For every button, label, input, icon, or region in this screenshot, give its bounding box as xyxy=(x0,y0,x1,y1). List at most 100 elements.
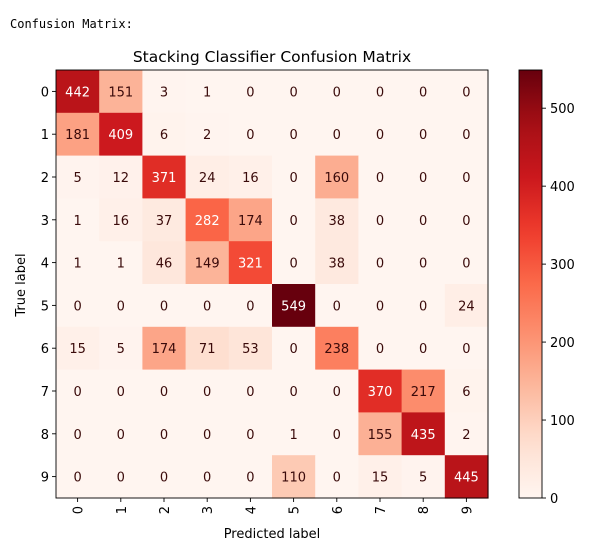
heatmap-cell xyxy=(358,155,403,199)
x-tick-label: 8 xyxy=(417,506,432,514)
heatmap-cell xyxy=(228,455,273,499)
cell-value-label: 2 xyxy=(462,428,470,443)
cell-value-label: 151 xyxy=(108,85,133,100)
cell-value-label: 0 xyxy=(333,128,341,143)
heatmap-cell xyxy=(185,369,230,413)
heatmap-cell xyxy=(142,326,187,371)
cell-value-label: 0 xyxy=(289,257,297,272)
cell-value-label: 0 xyxy=(419,342,427,357)
heatmap-cell xyxy=(358,326,403,371)
cell-value-label: 6 xyxy=(160,128,168,143)
colorbar xyxy=(518,69,543,499)
cell-value-label: 0 xyxy=(289,214,297,229)
heatmap-cell xyxy=(185,412,230,456)
cell-value-label: 0 xyxy=(333,299,341,314)
y-tick-label: 0 xyxy=(41,85,49,100)
cell-value-label: 1 xyxy=(73,257,81,272)
heatmap-cell xyxy=(56,155,100,199)
cell-value-label: 217 xyxy=(411,385,436,400)
heatmap-cell xyxy=(185,284,230,328)
heatmap-cell xyxy=(444,284,489,328)
heatmap-cell xyxy=(185,241,230,285)
y-tick-label: 4 xyxy=(41,257,49,272)
cell-value-label: 371 xyxy=(152,171,177,186)
heatmap-cell xyxy=(142,369,187,413)
cell-value-label: 0 xyxy=(246,471,254,486)
heatmap-cell xyxy=(401,198,446,242)
heatmap-cell xyxy=(142,112,187,157)
cell-value-label: 0 xyxy=(333,471,341,486)
heatmap-cell xyxy=(56,455,100,499)
heatmap-cell xyxy=(401,455,446,499)
y-tick-label: 2 xyxy=(41,171,49,186)
cell-value-label: 1 xyxy=(117,257,125,272)
heatmap-cell xyxy=(99,369,143,413)
x-tick-label: 5 xyxy=(288,506,303,514)
heatmap-cell xyxy=(56,369,100,413)
heatmap-cell xyxy=(358,70,403,114)
heatmap-cell xyxy=(142,198,187,242)
cell-value-label: 110 xyxy=(281,471,306,486)
x-tick-label: 2 xyxy=(158,506,173,514)
cell-value-label: 0 xyxy=(73,299,81,314)
console-output-label: Confusion Matrix: xyxy=(10,17,133,31)
cell-value-label: 0 xyxy=(376,299,384,314)
cell-value-label: 0 xyxy=(462,85,470,100)
heatmap-cell xyxy=(272,326,316,371)
cell-value-label: 370 xyxy=(368,385,393,400)
cell-value-label: 0 xyxy=(419,128,427,143)
cell-value-label: 0 xyxy=(333,385,341,400)
cell-value-label: 1 xyxy=(289,428,297,443)
cell-value-label: 0 xyxy=(376,342,384,357)
heatmap-cell xyxy=(228,241,273,285)
heatmap-cell xyxy=(228,369,273,413)
y-axis-ticks: 0 1 2 3 4 5 6 7 8 9 xyxy=(41,85,56,486)
cell-value-label: 0 xyxy=(160,385,168,400)
cell-value-label: 37 xyxy=(156,214,173,229)
cell-value-label: 5 xyxy=(117,342,125,357)
heatmap-cell xyxy=(444,70,489,114)
heatmap-cell xyxy=(315,241,359,285)
colorbar-ticks: 0 100 200 300 400 500 xyxy=(542,102,575,507)
y-tick-label: 1 xyxy=(41,128,49,143)
heatmap-cell xyxy=(99,198,143,242)
cell-value-label: 0 xyxy=(376,214,384,229)
cell-value-label: 0 xyxy=(462,128,470,143)
heatmap-cell xyxy=(56,198,100,242)
y-tick-label: 6 xyxy=(41,342,49,357)
x-tick-label: 1 xyxy=(115,506,130,514)
heatmap-cell xyxy=(401,326,446,371)
cell-value-label: 38 xyxy=(329,214,346,229)
cell-value-label: 321 xyxy=(238,257,263,272)
x-axis-label: Predicted label xyxy=(224,527,321,542)
heatmap-cell xyxy=(185,112,230,157)
cell-value-label: 0 xyxy=(289,342,297,357)
cell-value-label: 0 xyxy=(203,299,211,314)
heatmap-cell xyxy=(99,284,143,328)
heatmap-cell xyxy=(272,112,316,157)
cell-value-label: 0 xyxy=(289,171,297,186)
heatmap-cell xyxy=(142,241,187,285)
x-tick-label: 6 xyxy=(331,506,346,514)
cell-value-label: 0 xyxy=(246,428,254,443)
heatmap-cell xyxy=(185,198,230,242)
cell-value-label: 0 xyxy=(117,471,125,486)
heatmap-cell xyxy=(228,198,273,242)
cell-value-label: 53 xyxy=(242,342,259,357)
x-tick-label: 9 xyxy=(460,506,475,514)
cell-value-label: 0 xyxy=(333,85,341,100)
heatmap-cell xyxy=(444,112,489,157)
heatmap-cell xyxy=(358,412,403,456)
x-axis-ticks: 0 1 2 3 4 5 6 7 8 9 xyxy=(72,498,475,514)
y-axis-label: True label xyxy=(14,253,29,317)
colorbar-tick-label: 200 xyxy=(550,336,575,351)
plot-frame xyxy=(55,69,489,499)
heatmap-cell xyxy=(228,155,273,199)
heatmap-cell xyxy=(185,326,230,371)
cell-value-label: 0 xyxy=(419,214,427,229)
heatmap-cell xyxy=(56,284,100,328)
heatmap-cell xyxy=(228,112,273,157)
cell-value-label: 0 xyxy=(462,257,470,272)
y-tick-label: 7 xyxy=(41,385,49,400)
